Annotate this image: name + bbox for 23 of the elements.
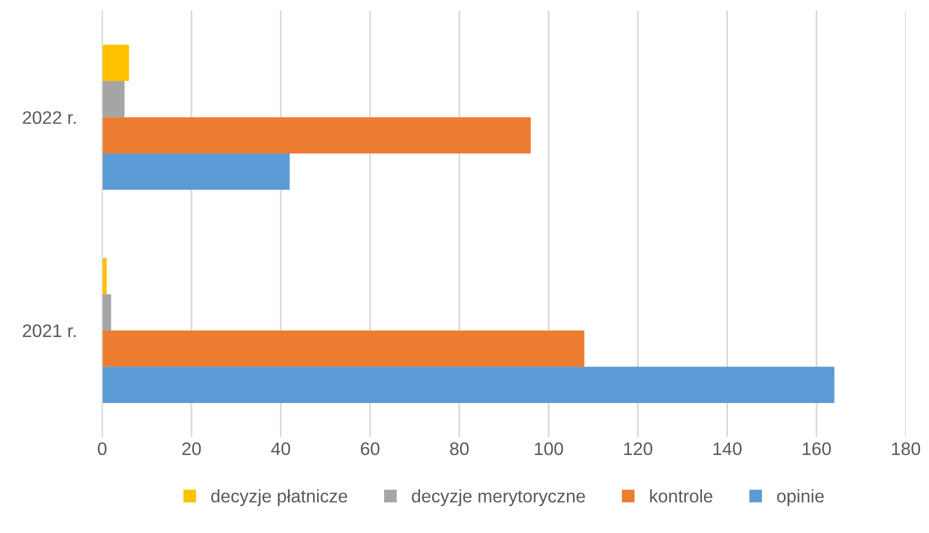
- legend-label: decyzje merytoryczne: [412, 489, 585, 506]
- legend-label: opinie: [777, 489, 824, 506]
- x-tick-label: 120: [624, 442, 652, 456]
- x-tick-label: 100: [534, 442, 563, 456]
- y-tick-label: 2022 r.: [22, 111, 76, 124]
- x-tick-label: 160: [802, 442, 831, 456]
- bar: [102, 366, 834, 403]
- x-tick-label: 60: [360, 442, 380, 456]
- x-tick-label: 20: [182, 442, 201, 456]
- bar: [102, 44, 129, 82]
- bar: [102, 294, 112, 330]
- bar: [102, 330, 584, 367]
- x-tick-label: 180: [892, 442, 920, 456]
- x-tick-label: 0: [98, 442, 107, 456]
- x-tick-label: 40: [271, 442, 290, 456]
- legend-label: decyzje płatnicze: [211, 489, 348, 506]
- bar: [102, 81, 125, 118]
- bar: [102, 117, 531, 154]
- x-tick-label: 140: [714, 442, 742, 456]
- x-tick-label: 80: [450, 442, 469, 456]
- bar: [102, 154, 290, 190]
- y-tick-label: 2021 r.: [22, 324, 76, 338]
- legend-label: kontrole: [650, 489, 712, 503]
